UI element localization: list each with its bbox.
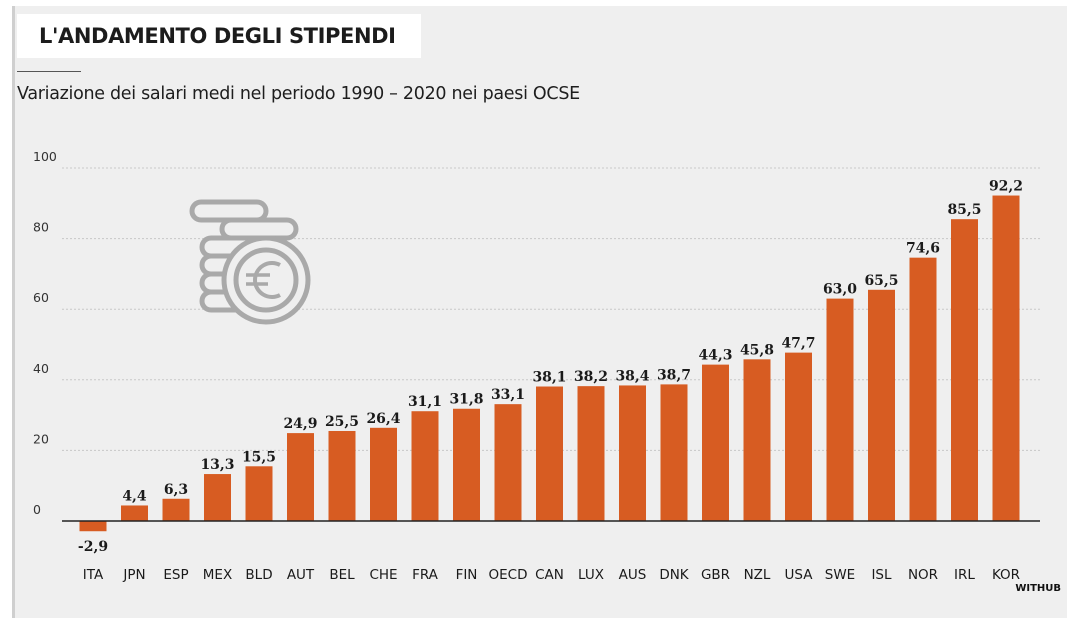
category-label-jpn: JPN xyxy=(122,567,145,583)
bar-fra xyxy=(411,411,439,521)
category-label-irl: IRL xyxy=(954,567,975,583)
data-label-bel: 25,5 xyxy=(325,414,359,430)
data-label-ita: -2,9 xyxy=(78,539,108,555)
data-label-irl: 85,5 xyxy=(947,202,981,218)
category-label-nzl: NZL xyxy=(744,567,771,583)
y-tick-label: 40 xyxy=(33,361,49,376)
bar-gbr xyxy=(702,364,729,521)
bar-jpn xyxy=(121,505,148,521)
data-label-can: 38,1 xyxy=(532,370,566,386)
data-label-fra: 31,1 xyxy=(408,394,442,410)
data-label-isl: 65,5 xyxy=(864,273,898,289)
data-label-aus: 38,4 xyxy=(615,368,649,384)
source-label: WITHUB xyxy=(1015,583,1061,594)
category-label-bld: BLD xyxy=(245,567,272,583)
bar-can xyxy=(536,386,563,521)
data-label-che: 26,4 xyxy=(366,411,400,427)
category-label-fra: FRA xyxy=(412,567,439,583)
data-label-aut: 24,9 xyxy=(283,416,317,432)
bar-bel xyxy=(328,430,356,521)
data-label-nor: 74,6 xyxy=(906,241,940,257)
data-label-swe: 63,0 xyxy=(823,282,857,298)
y-tick-label: 60 xyxy=(33,290,49,305)
y-tick-label: 100 xyxy=(33,149,57,164)
bar-nzl xyxy=(743,359,771,521)
y-tick-label: 20 xyxy=(33,431,49,446)
data-label-bld: 15,5 xyxy=(242,449,276,465)
bar-oecd xyxy=(494,404,522,521)
category-label-bel: BEL xyxy=(329,567,355,583)
category-label-oecd: OECD xyxy=(489,567,528,583)
category-label-aus: AUS xyxy=(619,567,647,583)
bar-isl xyxy=(868,289,895,521)
bar-usa xyxy=(785,352,812,521)
category-label-dnk: DNK xyxy=(659,567,689,583)
bar-irl xyxy=(951,219,978,521)
data-label-gbr: 44,3 xyxy=(698,348,732,364)
category-label-fin: FIN xyxy=(456,567,478,583)
y-axis: 0 20 40 60 80 100 xyxy=(33,149,57,517)
category-labels: ITA JPN ESP MEX BLD AUT BEL CHE FRA FIN OECD CAN LUX… xyxy=(83,567,1020,583)
data-label-lux: 38,2 xyxy=(574,369,608,385)
title-box: L'ANDAMENTO DEGLI STIPENDI xyxy=(17,14,421,58)
bar-aut xyxy=(287,433,314,521)
category-label-isl: ISL xyxy=(871,567,892,583)
bars xyxy=(79,195,1020,532)
category-label-ita: ITA xyxy=(83,567,104,583)
title-divider xyxy=(17,71,81,72)
category-label-gbr: GBR xyxy=(701,567,730,583)
data-label-kor: 92,2 xyxy=(989,179,1023,195)
category-label-usa: USA xyxy=(785,567,814,583)
category-label-nor: NOR xyxy=(908,567,938,583)
bar-bld xyxy=(245,466,273,521)
y-tick-label: 80 xyxy=(33,220,49,235)
coins-euro-icon xyxy=(189,199,311,325)
data-label-esp: 6,3 xyxy=(164,482,188,498)
data-label-mex: 13,3 xyxy=(200,457,234,473)
data-label-oecd: 33,1 xyxy=(491,387,525,403)
category-label-lux: LUX xyxy=(578,567,604,583)
category-label-che: CHE xyxy=(369,567,397,583)
chart-title: L'ANDAMENTO DEGLI STIPENDI xyxy=(39,24,396,48)
data-label-fin: 31,8 xyxy=(449,392,483,408)
category-label-esp: ESP xyxy=(163,567,188,583)
bar-fin xyxy=(453,408,480,521)
data-labels: -2,9 4,4 6,3 13,3 15,5 24,9 25,5 26,4 31,1 31,8 33… xyxy=(78,179,1023,556)
bar-lux xyxy=(577,386,605,521)
data-label-dnk: 38,7 xyxy=(657,367,691,383)
bar-esp xyxy=(162,498,190,521)
category-label-can: CAN xyxy=(535,567,564,583)
category-label-kor: KOR xyxy=(992,567,1020,583)
data-label-nzl: 45,8 xyxy=(740,342,774,358)
bar-ita xyxy=(79,521,107,532)
bar-swe xyxy=(826,298,854,521)
bar-mex xyxy=(204,474,231,521)
bar-che xyxy=(370,427,397,521)
chart-subtitle: Variazione dei salari medi nel periodo 1… xyxy=(17,84,580,104)
category-label-swe: SWE xyxy=(825,567,855,583)
y-tick-label: 0 xyxy=(33,502,41,517)
category-label-aut: AUT xyxy=(287,567,315,583)
data-label-usa: 47,7 xyxy=(781,336,815,352)
category-label-mex: MEX xyxy=(203,567,232,583)
data-label-jpn: 4,4 xyxy=(122,488,147,504)
bar-dnk xyxy=(660,384,688,521)
bar-kor xyxy=(992,195,1020,521)
bar-aus xyxy=(619,385,646,521)
bar-nor xyxy=(909,257,937,521)
